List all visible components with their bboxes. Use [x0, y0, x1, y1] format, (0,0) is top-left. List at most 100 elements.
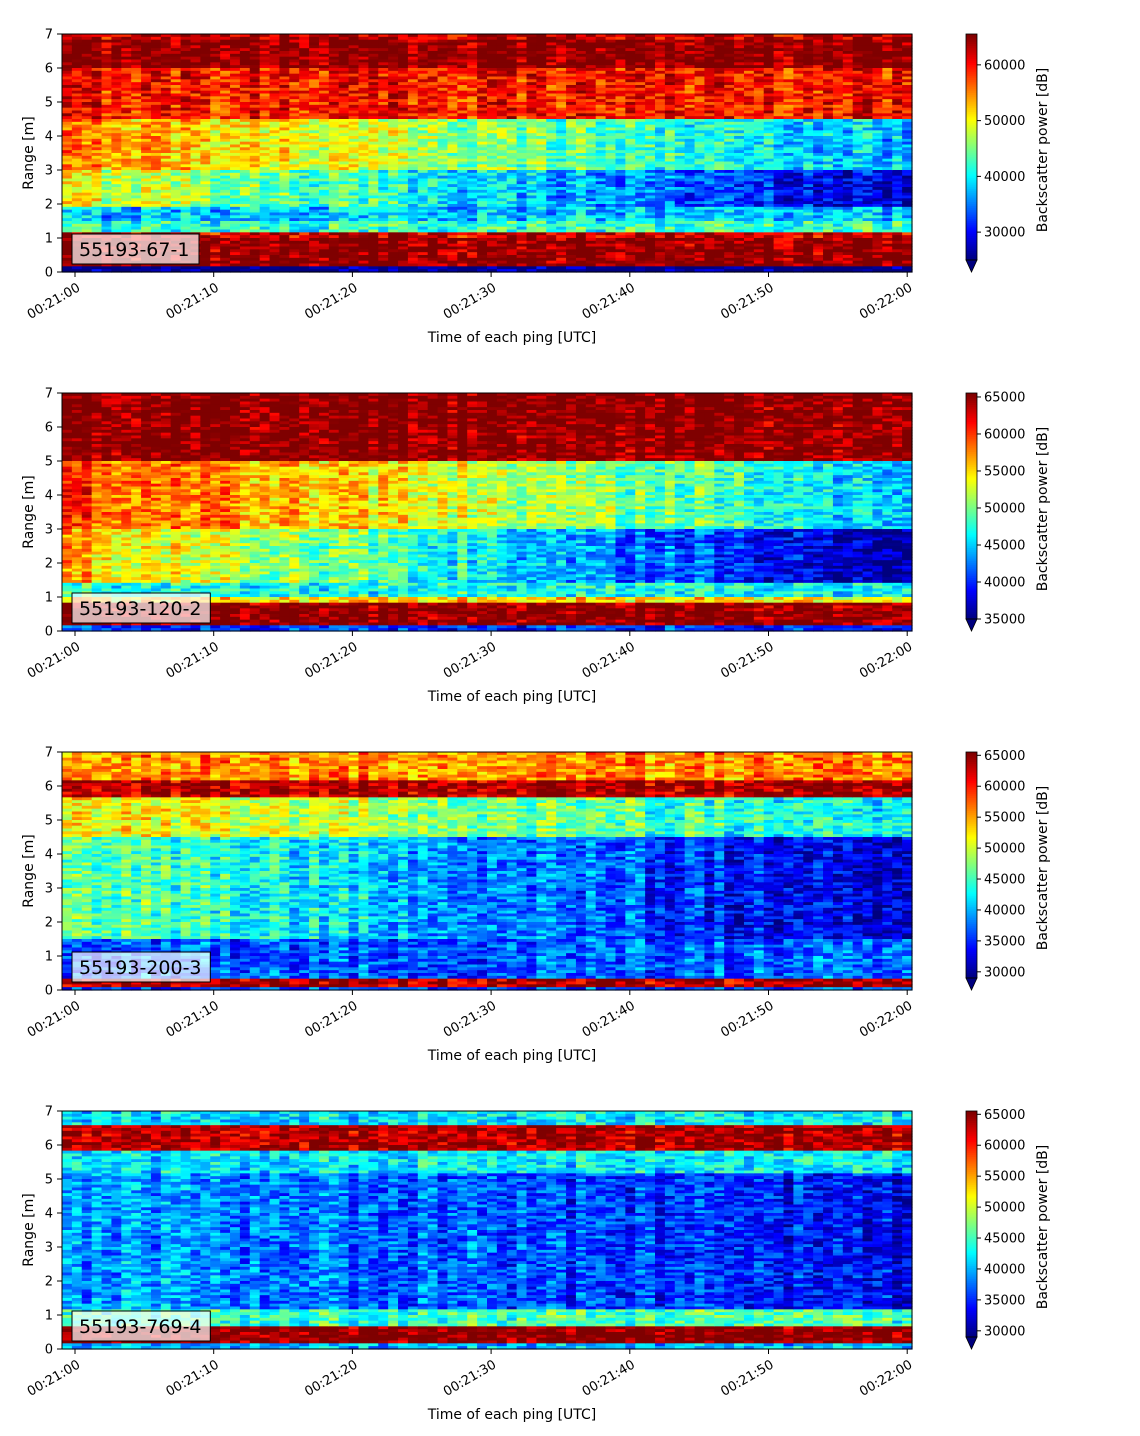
colorbar-tick-label: 65000: [984, 749, 1025, 764]
x-tick-label: 00:21:40: [580, 998, 638, 1040]
colorbar-tick-label: 40000: [984, 903, 1025, 918]
x-tick-label: 00:21:10: [164, 639, 222, 681]
x-tick-label: 00:21:30: [441, 1357, 499, 1399]
x-tick-label: 00:21:50: [718, 280, 776, 322]
y-tick-label: 0: [45, 1343, 53, 1358]
x-tick-label: 00:21:00: [25, 998, 83, 1040]
colorbar-tick-label: 60000: [984, 1139, 1025, 1154]
y-tick-label: 3: [45, 882, 53, 897]
y-tick-label: 3: [45, 1241, 53, 1256]
plot-frame: [61, 392, 913, 632]
colorbar: 30000 35000 40000 45000 50000 55000 60000 65000…: [965, 1108, 1051, 1350]
y-tick-label: 0: [45, 625, 53, 640]
y-axis-label: Range [m]: [21, 834, 37, 907]
x-tick-label: 00:21:10: [164, 1357, 222, 1399]
y-axis-label: Range [m]: [21, 1193, 37, 1266]
x-tick-label: 00:22:00: [857, 1357, 915, 1399]
x-tick-label: 00:22:00: [857, 639, 915, 681]
y-tick-label: 4: [45, 848, 53, 863]
y-tick-label: 5: [45, 814, 53, 829]
y-tick-label: 6: [45, 780, 53, 795]
y-tick-label: 1: [45, 591, 53, 606]
y-tick-label: 1: [45, 232, 53, 247]
x-tick-label: 00:21:20: [302, 998, 360, 1040]
plot-frame: [61, 1110, 913, 1350]
x-axis-label: Time of each ping [UTC]: [427, 1048, 597, 1064]
colorbar-tick-label: 45000: [984, 873, 1025, 888]
y-axis-label: Range [m]: [21, 116, 37, 189]
colorbar-label: Backscatter power [dB]: [1035, 1145, 1051, 1310]
colorbar-tick-label: 55000: [984, 811, 1025, 826]
colorbar-tick-label: 40000: [984, 1262, 1025, 1277]
y-tick-label: 4: [45, 130, 53, 145]
x-tick-label: 00:21:40: [580, 280, 638, 322]
colorbar-tick-label: 35000: [984, 934, 1025, 949]
panel-label: 55193-200-3: [71, 951, 211, 983]
colorbar-tick-label: 35000: [984, 613, 1025, 628]
y-tick-label: 5: [45, 96, 53, 111]
colorbar-tick-label: 50000: [984, 1201, 1025, 1216]
x-axis-label: Time of each ping [UTC]: [427, 1407, 597, 1423]
spectrogram-panel-4: 0 1 2 3 4 5 6 7 00:21:00 00:21:10 00:21:20 00:21:30…: [21, 1105, 1051, 1424]
y-tick-label: 1: [45, 1309, 53, 1324]
colorbar-tick-label: 30000: [984, 1324, 1025, 1339]
y-tick-label: 1: [45, 950, 53, 965]
x-tick-label: 00:21:30: [441, 639, 499, 681]
colorbar-label: Backscatter power [dB]: [1035, 68, 1051, 233]
spectrogram-panel-3: 0 1 2 3 4 5 6 7 00:21:00 00:21:10 00:21:20 00:21:30…: [21, 746, 1051, 1065]
colorbar-label: Backscatter power [dB]: [1035, 786, 1051, 951]
x-tick-label: 00:22:00: [857, 280, 915, 322]
x-tick-label: 00:21:30: [441, 998, 499, 1040]
colorbar-tick-label: 55000: [984, 1170, 1025, 1185]
colorbar: 30000 40000 50000 60000 Backscatter power [d…: [965, 33, 1051, 273]
heatmap-cells: [62, 393, 913, 632]
x-tick-label: 00:21:20: [302, 639, 360, 681]
y-tick-label: 0: [45, 984, 53, 999]
colorbar-tick-label: 60000: [984, 58, 1025, 73]
x-tick-label: 00:21:20: [302, 280, 360, 322]
y-tick-label: 0: [45, 266, 53, 281]
x-tick-label: 00:22:00: [857, 998, 915, 1040]
y-tick-label: 2: [45, 916, 53, 931]
y-tick-label: 5: [45, 1173, 53, 1188]
y-tick-label: 3: [45, 164, 53, 179]
colorbar-tick-label: 45000: [984, 538, 1025, 553]
y-tick-label: 6: [45, 1139, 53, 1154]
y-tick-label: 5: [45, 455, 53, 470]
x-tick-label: 00:21:30: [441, 280, 499, 322]
x-tick-label: 00:21:20: [302, 1357, 360, 1399]
plot-frame: [61, 33, 913, 273]
y-tick-label: 2: [45, 198, 53, 213]
y-tick-label: 4: [45, 489, 53, 504]
panel-label: 55193-67-1: [71, 233, 200, 265]
x-tick-label: 00:21:40: [580, 639, 638, 681]
y-tick-label: 7: [45, 387, 53, 402]
y-tick-label: 2: [45, 557, 53, 572]
y-tick-label: 6: [45, 421, 53, 436]
colorbar: 35000 40000 45000 50000 55000 60000 65000 Backs…: [965, 390, 1051, 632]
colorbar-tick-label: 65000: [984, 390, 1025, 405]
colorbar: 30000 35000 40000 45000 50000 55000 60000 65000…: [965, 749, 1051, 991]
x-tick-label: 00:21:50: [718, 1357, 776, 1399]
colorbar-tick-label: 55000: [984, 464, 1025, 479]
spectrogram-panel-2: 0 1 2 3 4 5 6 7 00:21:00 00:21:10 00:21:20 00:21:30…: [21, 387, 1051, 706]
colorbar-tick-label: 45000: [984, 1232, 1025, 1247]
x-tick-label: 00:21:00: [25, 280, 83, 322]
colorbar-tick-label: 30000: [984, 226, 1025, 241]
y-tick-label: 7: [45, 28, 53, 43]
spectrogram-panel-1: 0 1 2 3 4 5 6 7 00:21:00 00:21:10 00:21:20 00:21:30…: [21, 28, 1051, 347]
plot-frame: [61, 751, 913, 991]
x-tick-label: 00:21:00: [25, 1357, 83, 1399]
colorbar-label: Backscatter power [dB]: [1035, 427, 1051, 592]
panel-label: 55193-769-4: [71, 1310, 211, 1342]
colorbar-tick-label: 50000: [984, 501, 1025, 516]
colorbar-tick-label: 65000: [984, 1108, 1025, 1123]
x-tick-label: 00:21:10: [164, 280, 222, 322]
x-axis-label: Time of each ping [UTC]: [427, 330, 597, 346]
x-tick-label: 00:21:10: [164, 998, 222, 1040]
colorbar-tick-label: 50000: [984, 114, 1025, 129]
y-tick-label: 2: [45, 1275, 53, 1290]
y-tick-label: 7: [45, 1105, 53, 1120]
x-axis-label: Time of each ping [UTC]: [427, 689, 597, 705]
